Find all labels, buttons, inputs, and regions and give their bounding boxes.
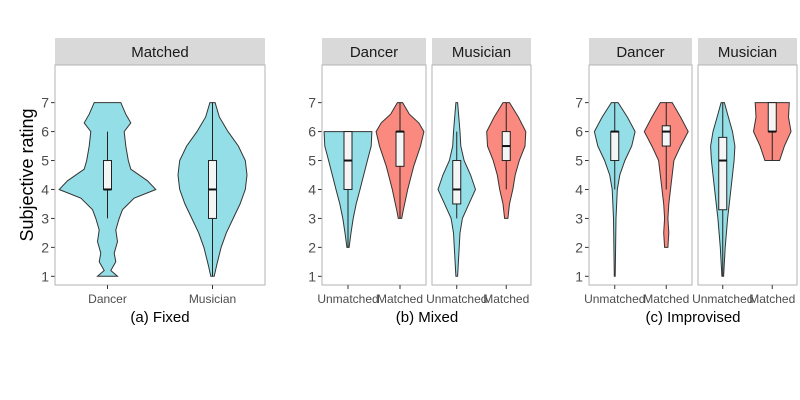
box-iqr [610, 131, 620, 162]
x-tick-label: Unmatched [426, 292, 487, 306]
x-tick-label: Unmatched [584, 292, 645, 306]
x-tick-label: Matched [749, 292, 795, 306]
y-tick-label: 1 [308, 268, 316, 284]
box-iqr [718, 136, 728, 211]
plot-area [588, 64, 693, 286]
facet-strip-label: Dancer [350, 44, 398, 61]
panel-0: 1 2 3 4 5 6 7 Matched Dancer Musician(a) Fixed [41, 38, 266, 326]
panel-1: 1234567DancerUnmatchedMatchedMusicianUnm… [308, 38, 532, 326]
facet-strip-label: Dancer [616, 44, 664, 61]
facet-0-0: Matched Dancer Musician [54, 38, 266, 306]
box-iqr [395, 131, 405, 167]
facet-strip [432, 38, 531, 65]
box-iqr [452, 160, 462, 205]
x-tick-label: Matched [483, 292, 529, 306]
x-tick-label: Matched [377, 292, 423, 306]
y-tick-label: 7 [41, 95, 49, 111]
facet-strip-label: Musician [718, 44, 777, 61]
y-tick-label: 1 [41, 268, 49, 284]
box-iqr [661, 125, 671, 147]
panel-caption: (a) Fixed [130, 309, 189, 326]
y-tick-label: 2 [575, 239, 583, 255]
facet-strip [589, 38, 692, 65]
panel-2: 1234567DancerUnmatchedMatchedMusicianUnm… [575, 38, 798, 326]
y-tick-label: 3 [41, 210, 49, 226]
x-tick-label: Dancer [88, 292, 127, 306]
y-tick-label: 1 [575, 268, 583, 284]
facet-strip [55, 38, 265, 65]
y-tick-label: 6 [308, 124, 316, 140]
y-tick-label: 2 [308, 239, 316, 255]
y-axis-label: Subjective rating [17, 108, 37, 241]
y-tick-label: 3 [308, 210, 316, 226]
y-tick-label: 5 [575, 153, 583, 169]
y-tick-label: 6 [575, 124, 583, 140]
box-iqr [103, 160, 112, 190]
panel-caption: (b) Mixed [396, 309, 459, 326]
x-tick-label: Unmatched [692, 292, 753, 306]
y-tick-label: 7 [575, 95, 583, 111]
facet-strip-label: Musician [452, 44, 511, 61]
facet-strip-label: Matched [131, 44, 189, 61]
figure-layer: Subjective rating 1 2 3 4 5 6 7 Matched Dancer Mus… [17, 38, 798, 326]
y-tick-label: 3 [575, 210, 583, 226]
facet-strip [698, 38, 797, 65]
y-tick-label: 5 [41, 153, 49, 169]
x-tick-label: Matched [643, 292, 689, 306]
y-tick-label: 2 [41, 239, 49, 255]
x-tick-label: Musician [189, 292, 236, 306]
y-tick-label: 4 [308, 181, 316, 197]
panel-caption: (c) Improvised [645, 309, 740, 326]
y-tick-label: 4 [41, 181, 49, 197]
y-tick-label: 6 [41, 124, 49, 140]
box-iqr [767, 102, 777, 133]
y-tick-label: 4 [575, 181, 583, 197]
y-tick-label: 7 [308, 95, 316, 111]
facet-strip [322, 38, 426, 65]
x-tick-label: Unmatched [317, 292, 378, 306]
y-tick-label: 5 [308, 153, 316, 169]
